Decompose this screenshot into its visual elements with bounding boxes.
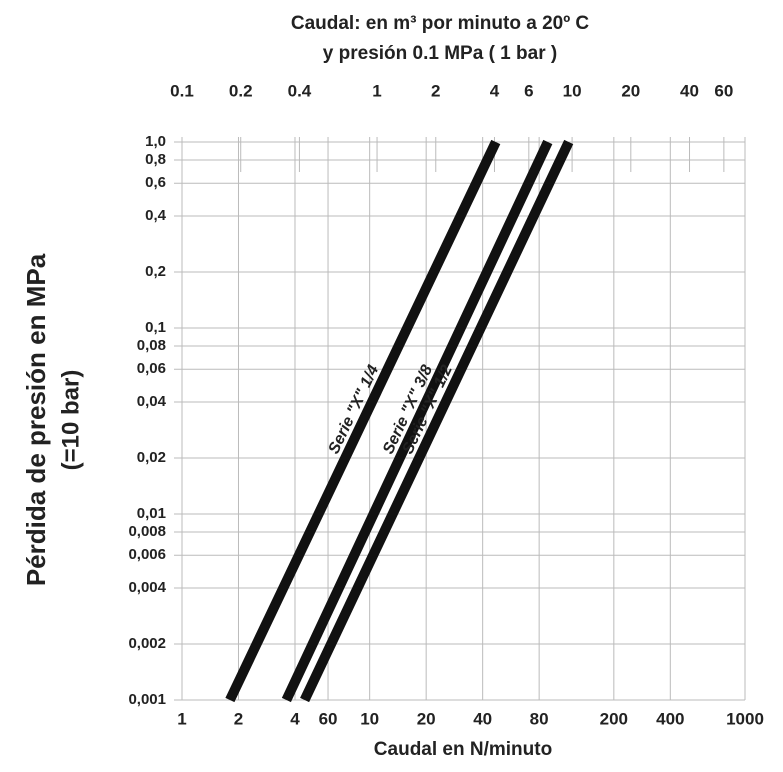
x2-tick-label: 40 [680, 81, 699, 100]
x-tick-label: 2 [234, 709, 243, 728]
x-tick-label: 10 [360, 709, 379, 728]
y-tick-label: 0,01 [137, 505, 166, 522]
y-tick-label: 0,04 [137, 393, 167, 410]
x-tick-label: 20 [417, 709, 436, 728]
series-line [300, 139, 574, 703]
y-tick-label: 0,001 [128, 691, 166, 708]
x2-tick-label: 2 [431, 81, 440, 100]
y-tick-label: 0,02 [137, 449, 166, 466]
x2-tick-label: 0.2 [229, 81, 253, 100]
y-tick-label: 0,8 [145, 151, 166, 168]
y-tick-label: 0,4 [145, 207, 167, 224]
series-line [225, 139, 501, 703]
y-tick-label: 0,6 [145, 174, 166, 191]
x-tick-label: 4 [290, 709, 300, 728]
y-tick-label: 0,002 [128, 635, 166, 652]
x2-tick-label: 10 [563, 81, 582, 100]
y-tick-label: 0,004 [128, 579, 166, 596]
x-tick-label: 1 [177, 709, 186, 728]
chart-title: Caudal: en m³ por minuto a 20º C [291, 13, 590, 34]
y-tick-label: 0,006 [128, 546, 166, 563]
x2-tick-label: 0.4 [288, 81, 312, 100]
x-tick-label: 80 [530, 709, 549, 728]
x2-tick-label: 1 [372, 81, 381, 100]
y-axis-note: (=10 bar) [57, 370, 84, 471]
x2-tick-label: 60 [714, 81, 733, 100]
x-tick-label: 40 [473, 709, 492, 728]
y-tick-label: 0,06 [137, 360, 166, 377]
y-tick-label: 0,008 [128, 523, 166, 540]
x2-tick-label: 6 [524, 81, 533, 100]
x-axis-title: Caudal en N/minuto [374, 739, 552, 760]
chart-subtitle: y presión 0.1 MPa ( 1 bar ) [323, 43, 557, 64]
y-tick-label: 0,08 [137, 337, 166, 354]
x2-tick-label: 0.1 [170, 81, 194, 100]
y-tick-label: 0,2 [145, 263, 166, 280]
x-tick-label: 1000 [726, 709, 764, 728]
x-tick-label: 60 [319, 709, 338, 728]
y-tick-label: 1,0 [145, 133, 166, 150]
x-tick-label: 400 [656, 709, 684, 728]
x-tick-label: 200 [600, 709, 628, 728]
series-line [281, 139, 553, 703]
y-axis-title: Pérdida de presión en MPa [21, 253, 51, 586]
x2-tick-label: 20 [621, 81, 640, 100]
x2-tick-label: 4 [490, 81, 500, 100]
y-tick-label: 0,1 [145, 319, 166, 336]
